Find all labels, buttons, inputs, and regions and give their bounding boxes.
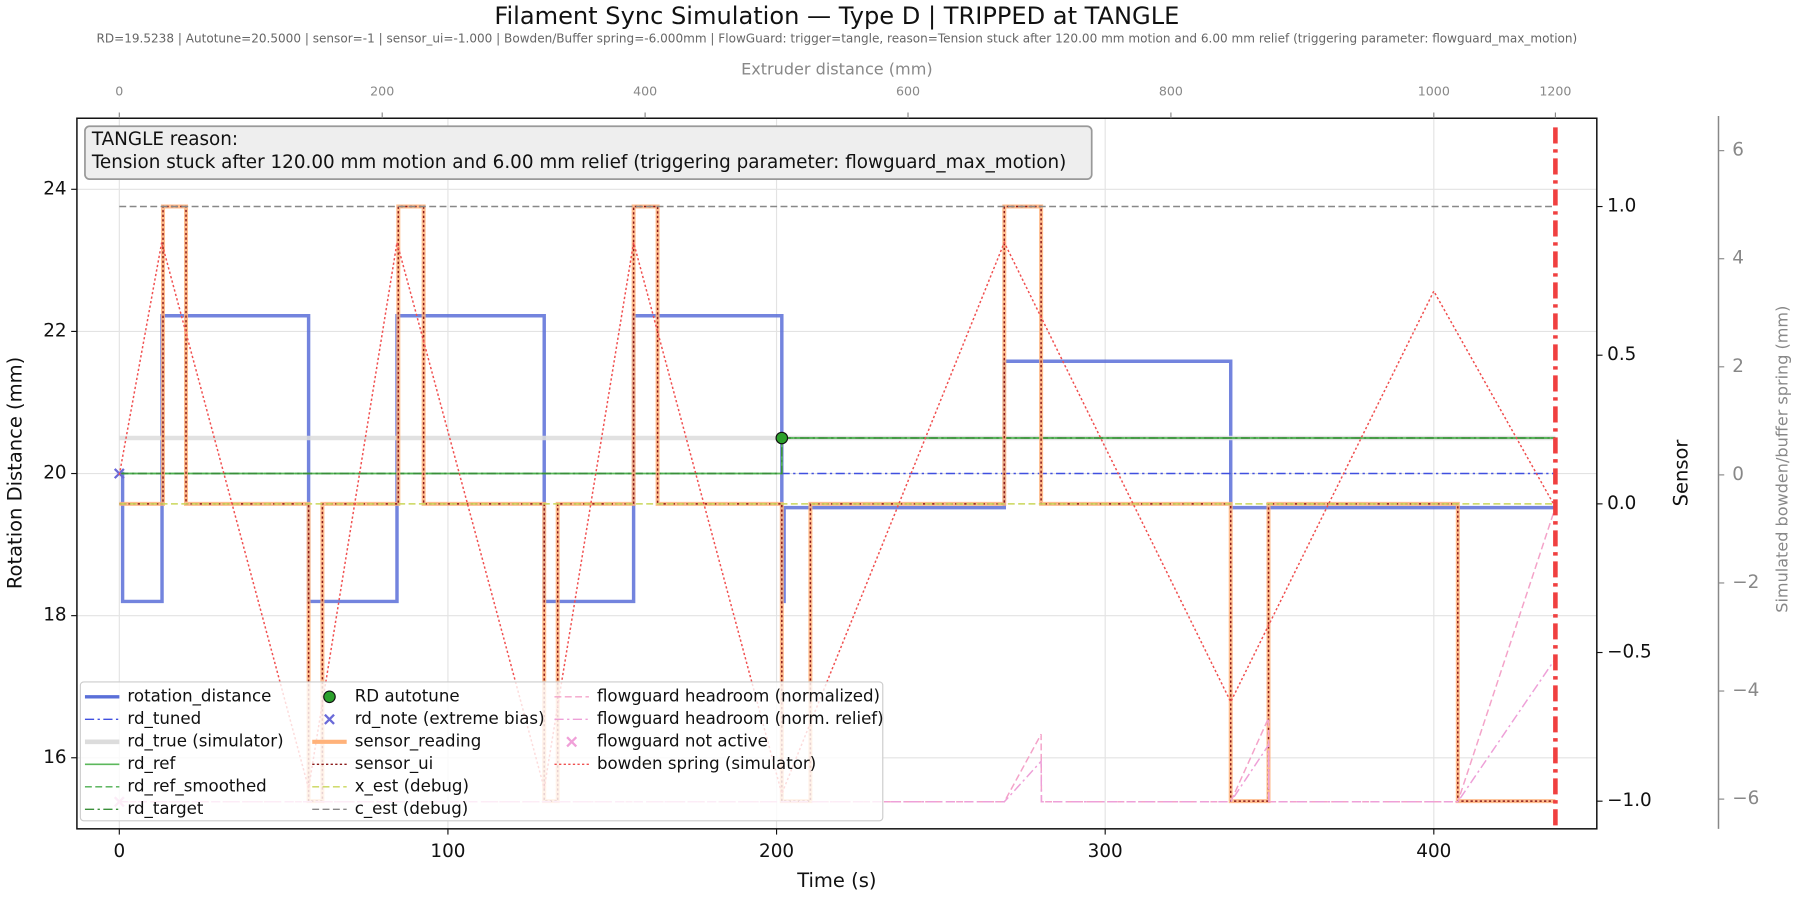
y3-axis-label: Simulated bowden/buffer spring (mm) <box>1772 306 1791 613</box>
y3-tick-label: −4 <box>1732 680 1759 701</box>
annotation-box <box>84 125 1093 180</box>
legend-label: RD autotune <box>355 686 460 705</box>
y2-tick-label: 0.5 <box>1607 344 1636 365</box>
legend-label: flowguard headroom (norm. relief) <box>597 709 884 728</box>
plot-area <box>113 127 1558 829</box>
legend-label: flowguard headroom (normalized) <box>597 686 880 705</box>
legend-label: sensor_reading <box>355 731 482 751</box>
y-tick-label: 20 <box>43 463 66 484</box>
series-line <box>119 205 1556 802</box>
legend-label: sensor_ui <box>355 754 434 774</box>
series-line <box>118 240 1557 797</box>
legend-handle <box>324 713 335 725</box>
legend-handle <box>323 690 336 704</box>
chart-subtitle: RD=19.5238 | Autotune=20.5000 | sensor=-… <box>96 32 1577 47</box>
legend-label: flowguard not active <box>597 731 768 750</box>
x-tick-label: 100 <box>430 841 465 862</box>
series-line <box>119 658 1557 803</box>
y3-tick-label: 6 <box>1732 140 1744 161</box>
x2-tick-label: 800 <box>1159 83 1183 98</box>
x-tick-label: 0 <box>113 841 125 862</box>
legend-label: rd_tuned <box>127 709 201 729</box>
x2-tick-label: 0 <box>115 83 123 98</box>
annotation: TANGLE reason: Tension stuck after 120.0… <box>84 125 1093 180</box>
y3-tick-label: 0 <box>1732 464 1744 485</box>
x-tick-label: 200 <box>759 841 794 862</box>
legend-label: rd_note (extreme bias) <box>355 709 545 729</box>
y3-tick-label: 4 <box>1732 248 1744 269</box>
y2-tick-label: 0.0 <box>1607 493 1636 514</box>
legend-label: rd_ref <box>127 754 176 774</box>
legend-label: c_est (debug) <box>355 799 469 819</box>
x-tick-label: 300 <box>1088 841 1123 862</box>
x2-tick-label: 1200 <box>1539 83 1571 98</box>
y2-tick-label: −1.0 <box>1607 790 1652 811</box>
marker <box>775 431 789 445</box>
x-axis-label: Time (s) <box>796 869 876 892</box>
legend-label: rd_target <box>127 799 203 819</box>
legend-label: rotation_distance <box>127 686 271 706</box>
y-axis-label: Rotation Distance (mm) <box>4 357 27 589</box>
y2-tick-label: −0.5 <box>1607 642 1652 663</box>
y2-tick-label: 1.0 <box>1607 196 1636 217</box>
x2-axis-label: Extruder distance (mm) <box>741 60 933 79</box>
y-tick-label: 18 <box>43 605 66 626</box>
annotation-title: TANGLE reason: <box>91 129 238 150</box>
series-line <box>119 314 1556 604</box>
legend-handle <box>566 736 578 748</box>
series-line <box>119 437 1556 475</box>
y3-tick-label: −6 <box>1732 788 1759 809</box>
x2-tick-label: 1000 <box>1418 83 1450 98</box>
legend-label: rd_true (simulator) <box>127 731 283 751</box>
chart-title: Filament Sync Simulation — Type D | TRIP… <box>494 2 1179 30</box>
y3-tick-label: 2 <box>1732 356 1744 377</box>
y-tick-label: 22 <box>43 320 66 341</box>
x2-tick-label: 600 <box>896 83 920 98</box>
series-line <box>119 437 1556 475</box>
y-tick-label: 16 <box>43 747 66 768</box>
legend-label: x_est (debug) <box>355 776 469 796</box>
x2-tick-label: 400 <box>633 83 657 98</box>
legend-label: rd_ref_smoothed <box>127 776 266 796</box>
legend-box <box>79 681 884 822</box>
legend-label: bowden spring (simulator) <box>597 754 816 773</box>
y-tick-label: 24 <box>43 178 66 199</box>
annotation-text: Tension stuck after 120.00 mm motion and… <box>91 152 1066 173</box>
series-line <box>119 437 1556 475</box>
y2-axis-label: Sensor <box>1669 439 1692 507</box>
y3-tick-label: −2 <box>1732 572 1759 593</box>
x2-tick-label: 200 <box>370 83 394 98</box>
x-tick-label: 400 <box>1416 841 1451 862</box>
